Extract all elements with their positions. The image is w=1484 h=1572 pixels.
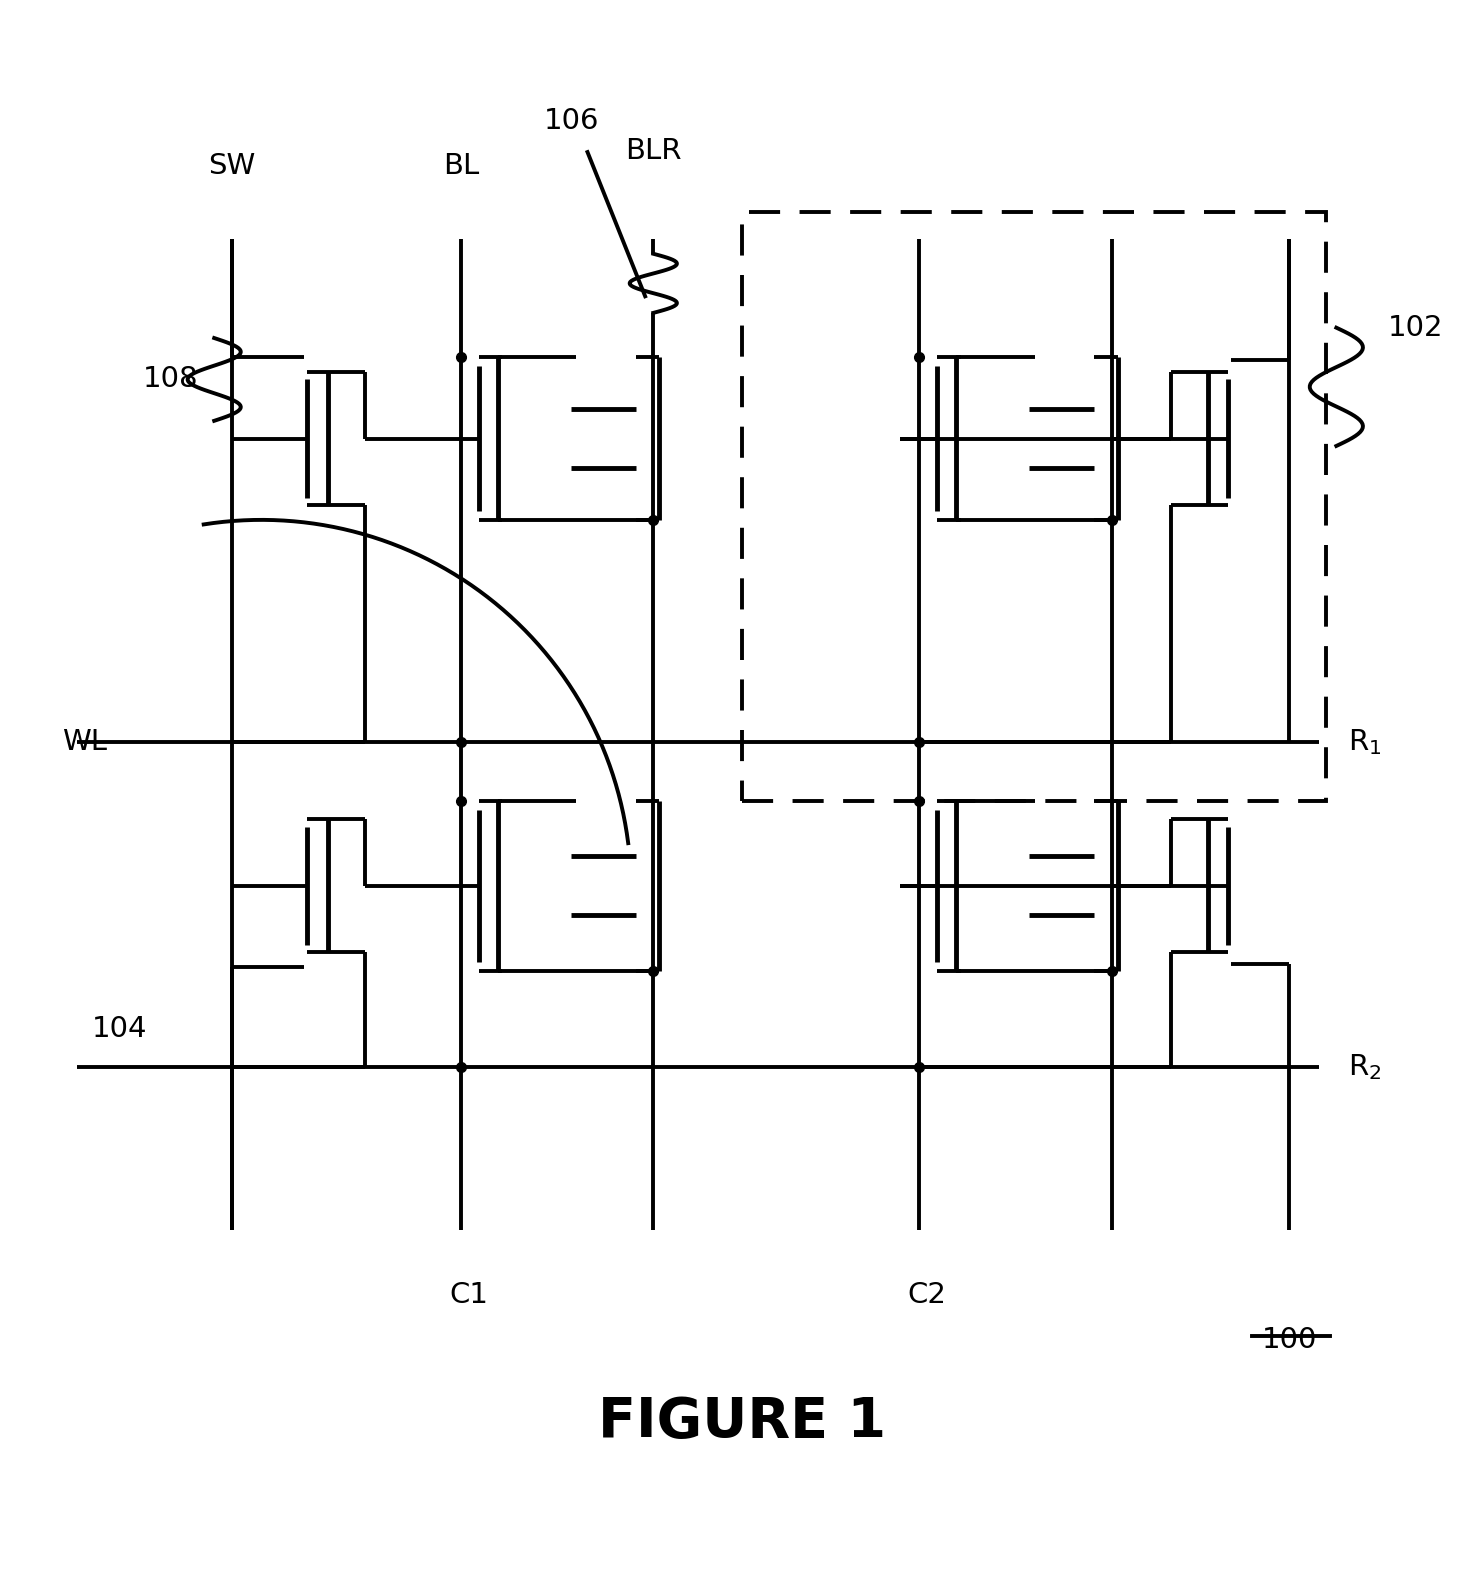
Text: 100: 100 [1261,1325,1316,1353]
Text: 104: 104 [92,1016,147,1044]
Text: BL: BL [442,152,479,179]
Bar [742,212,1327,800]
Text: 102: 102 [1388,314,1444,341]
Text: WL: WL [62,728,107,756]
Text: C2: C2 [907,1281,947,1309]
Text: R$_2$: R$_2$ [1347,1052,1382,1082]
Text: BLR: BLR [625,137,681,165]
Text: R$_1$: R$_1$ [1347,726,1382,756]
Text: FIGURE 1: FIGURE 1 [598,1394,886,1449]
Text: C1: C1 [450,1281,488,1309]
Text: SW: SW [208,152,255,179]
Text: 106: 106 [545,107,600,135]
Text: 108: 108 [144,365,199,393]
